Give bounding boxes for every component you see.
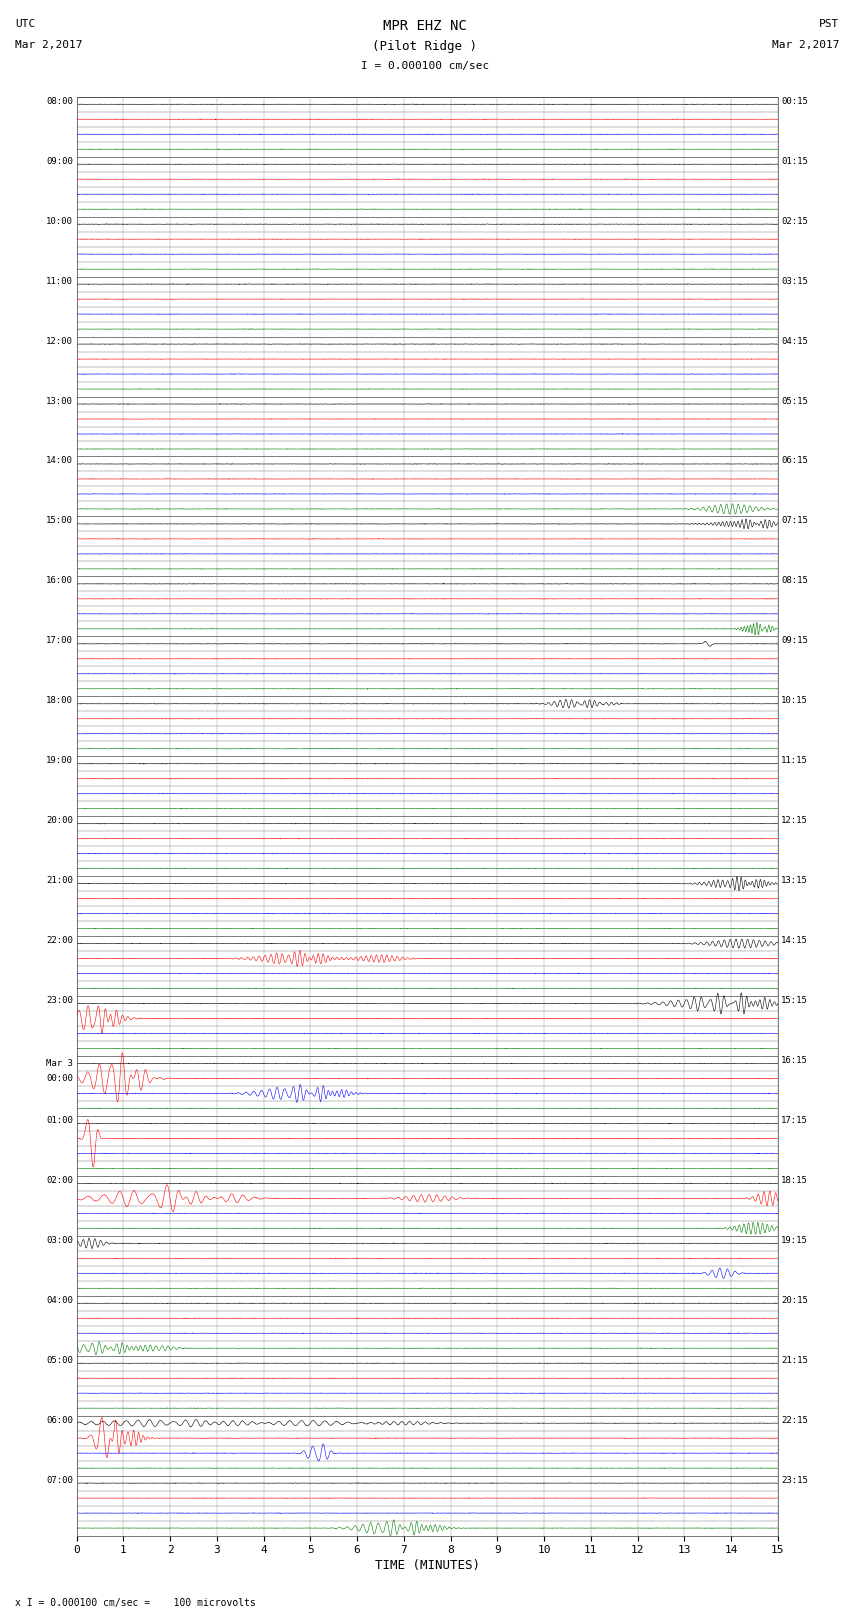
Text: 04:00: 04:00 — [46, 1295, 73, 1305]
Text: 23:00: 23:00 — [46, 997, 73, 1005]
Text: 07:00: 07:00 — [46, 1476, 73, 1484]
Text: 22:00: 22:00 — [46, 936, 73, 945]
Text: 06:15: 06:15 — [781, 456, 808, 466]
Text: 17:00: 17:00 — [46, 636, 73, 645]
Text: 08:15: 08:15 — [781, 576, 808, 586]
Text: 03:15: 03:15 — [781, 277, 808, 286]
Text: 20:00: 20:00 — [46, 816, 73, 826]
Text: 09:00: 09:00 — [46, 156, 73, 166]
Text: I = 0.000100 cm/sec: I = 0.000100 cm/sec — [361, 61, 489, 71]
Text: 02:15: 02:15 — [781, 216, 808, 226]
Text: 22:15: 22:15 — [781, 1416, 808, 1424]
Text: MPR EHZ NC: MPR EHZ NC — [383, 19, 467, 34]
Text: 06:00: 06:00 — [46, 1416, 73, 1424]
Text: x I = 0.000100 cm/sec =    100 microvolts: x I = 0.000100 cm/sec = 100 microvolts — [15, 1598, 256, 1608]
Text: 18:00: 18:00 — [46, 697, 73, 705]
Text: 21:00: 21:00 — [46, 876, 73, 886]
Text: 10:15: 10:15 — [781, 697, 808, 705]
Text: (Pilot Ridge ): (Pilot Ridge ) — [372, 40, 478, 53]
Text: 01:00: 01:00 — [46, 1116, 73, 1124]
Text: 21:15: 21:15 — [781, 1355, 808, 1365]
Text: Mar 2,2017: Mar 2,2017 — [15, 40, 82, 50]
Text: 02:00: 02:00 — [46, 1176, 73, 1186]
Text: 15:15: 15:15 — [781, 997, 808, 1005]
Text: 11:00: 11:00 — [46, 277, 73, 286]
Text: 10:00: 10:00 — [46, 216, 73, 226]
Text: 00:15: 00:15 — [781, 97, 808, 106]
Text: 01:15: 01:15 — [781, 156, 808, 166]
Text: 04:15: 04:15 — [781, 337, 808, 345]
Text: 14:15: 14:15 — [781, 936, 808, 945]
Text: 12:00: 12:00 — [46, 337, 73, 345]
Text: 13:00: 13:00 — [46, 397, 73, 405]
Text: Mar 2,2017: Mar 2,2017 — [772, 40, 839, 50]
Text: 20:15: 20:15 — [781, 1295, 808, 1305]
Text: 16:00: 16:00 — [46, 576, 73, 586]
X-axis label: TIME (MINUTES): TIME (MINUTES) — [375, 1560, 479, 1573]
Text: 05:00: 05:00 — [46, 1355, 73, 1365]
Text: 09:15: 09:15 — [781, 636, 808, 645]
Text: 11:15: 11:15 — [781, 756, 808, 765]
Text: 14:00: 14:00 — [46, 456, 73, 466]
Text: Mar 3: Mar 3 — [46, 1060, 73, 1068]
Text: 03:00: 03:00 — [46, 1236, 73, 1245]
Text: 07:15: 07:15 — [781, 516, 808, 526]
Text: 19:15: 19:15 — [781, 1236, 808, 1245]
Text: PST: PST — [819, 19, 839, 29]
Text: 08:00: 08:00 — [46, 97, 73, 106]
Text: 15:00: 15:00 — [46, 516, 73, 526]
Text: 05:15: 05:15 — [781, 397, 808, 405]
Text: 00:00: 00:00 — [46, 1074, 73, 1082]
Text: 12:15: 12:15 — [781, 816, 808, 826]
Text: 16:15: 16:15 — [781, 1057, 808, 1065]
Text: 18:15: 18:15 — [781, 1176, 808, 1186]
Text: 23:15: 23:15 — [781, 1476, 808, 1484]
Text: 13:15: 13:15 — [781, 876, 808, 886]
Text: 17:15: 17:15 — [781, 1116, 808, 1124]
Text: UTC: UTC — [15, 19, 36, 29]
Text: 19:00: 19:00 — [46, 756, 73, 765]
